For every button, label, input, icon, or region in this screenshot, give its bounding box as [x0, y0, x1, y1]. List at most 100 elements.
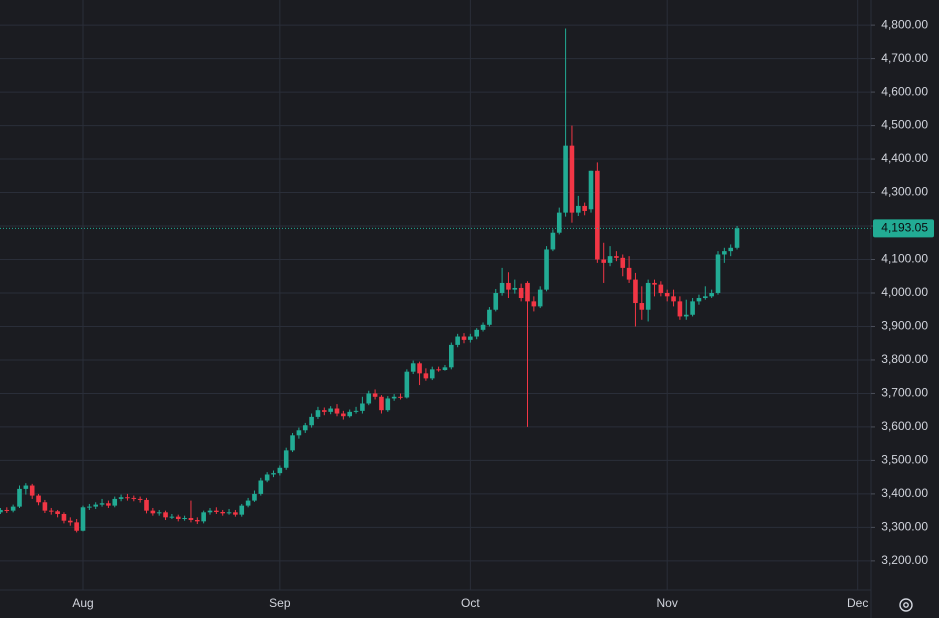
candle-body — [10, 506, 16, 511]
y-tick-label: 4,700.00 — [881, 51, 928, 65]
x-tick-label: Dec — [847, 596, 868, 610]
candle-body — [366, 393, 372, 404]
candle-body — [290, 435, 295, 451]
y-tick-label: 4,800.00 — [881, 17, 928, 31]
candle-body — [595, 170, 600, 260]
candle-body — [233, 512, 238, 515]
candle-body — [639, 303, 645, 310]
y-tick-label: 4,600.00 — [881, 84, 928, 98]
candle-body — [633, 279, 638, 304]
y-tick-label: 3,900.00 — [881, 319, 928, 333]
candle-body — [163, 512, 168, 518]
candle-body — [245, 500, 251, 506]
candle-body — [42, 502, 48, 511]
y-tick-label: 3,500.00 — [881, 453, 928, 467]
candle-body — [696, 298, 702, 302]
settings-icon-center — [903, 602, 909, 608]
candle-body — [23, 485, 29, 489]
candles — [0, 28, 871, 533]
candle-body — [537, 289, 543, 307]
candle-body — [283, 450, 289, 468]
candle-body — [531, 301, 537, 307]
candle-body — [106, 503, 111, 506]
candle-body — [664, 292, 670, 297]
candle-body — [360, 403, 365, 411]
candle-body — [347, 411, 352, 417]
candle-body — [690, 301, 695, 315]
candle-body — [328, 408, 333, 412]
candle-body — [493, 292, 499, 310]
candle-body — [480, 324, 486, 330]
candle-body — [429, 369, 435, 379]
candle-body — [214, 510, 219, 512]
x-tick-label: Nov — [657, 596, 678, 610]
y-tick-label: 4,000.00 — [881, 285, 928, 299]
candle-body — [461, 336, 467, 340]
candle-body — [556, 212, 562, 233]
candle-body — [175, 516, 181, 520]
candle-body — [734, 228, 740, 248]
candle-body — [264, 474, 270, 481]
candle-body — [137, 498, 143, 500]
candle-body — [379, 396, 384, 411]
candle-body — [449, 344, 454, 368]
candle-body — [201, 512, 206, 522]
candle-body — [722, 251, 727, 255]
candle-body — [569, 145, 575, 213]
candle-body — [499, 282, 505, 293]
candle-body — [36, 495, 41, 503]
candle-body — [80, 507, 86, 531]
grid — [0, 0, 871, 590]
candle-body — [188, 518, 194, 521]
candle-body — [652, 282, 657, 285]
candle-body — [715, 254, 721, 293]
candle-body — [544, 249, 549, 290]
y-tick-label: 4,100.00 — [881, 252, 928, 266]
candle-body — [99, 503, 105, 505]
settings-icon — [899, 598, 913, 612]
candle-body — [671, 296, 676, 302]
candle-body — [239, 505, 245, 515]
candle-body — [207, 510, 213, 513]
candle-body — [182, 518, 187, 520]
candle-body — [436, 369, 441, 371]
y-tick-label: 3,700.00 — [881, 386, 928, 400]
candle-body — [296, 430, 302, 436]
y-tick-label: 3,600.00 — [881, 419, 928, 433]
last-price-label: 4,193.05 — [881, 221, 928, 235]
y-tick-label: 3,400.00 — [881, 486, 928, 500]
candle-body — [0, 509, 3, 513]
candle-body — [93, 504, 98, 507]
settings-button[interactable] — [899, 598, 913, 612]
candle-body — [61, 513, 67, 521]
candle-body — [322, 410, 327, 412]
candle-body — [302, 425, 308, 431]
candle-body — [17, 488, 22, 507]
candle-body — [195, 520, 200, 522]
candle-body — [144, 499, 149, 511]
candle-body — [169, 516, 175, 518]
candle-body — [550, 232, 556, 250]
candle-body — [525, 282, 530, 302]
candle-body — [474, 329, 479, 337]
x-tick-label: Aug — [72, 596, 93, 610]
candle-body — [487, 309, 492, 325]
candle-body — [220, 511, 225, 514]
candle-body — [271, 473, 276, 475]
x-tick-label: Sep — [269, 596, 291, 610]
candle-body — [258, 480, 264, 494]
candle-body — [398, 396, 403, 398]
price-axis: 3,200.00 3,300.00 3,400.00 3,500.00 3,600.00… — [72, 17, 934, 610]
candle-body — [118, 497, 124, 499]
candle-body — [703, 296, 708, 299]
candle-body — [417, 363, 422, 374]
candle-body — [423, 373, 429, 379]
candle-body — [74, 522, 79, 531]
candle-body — [607, 256, 613, 263]
candle-body — [391, 396, 397, 399]
candle-body — [404, 371, 410, 398]
last-price-box — [873, 219, 934, 238]
candle-body — [48, 510, 54, 512]
